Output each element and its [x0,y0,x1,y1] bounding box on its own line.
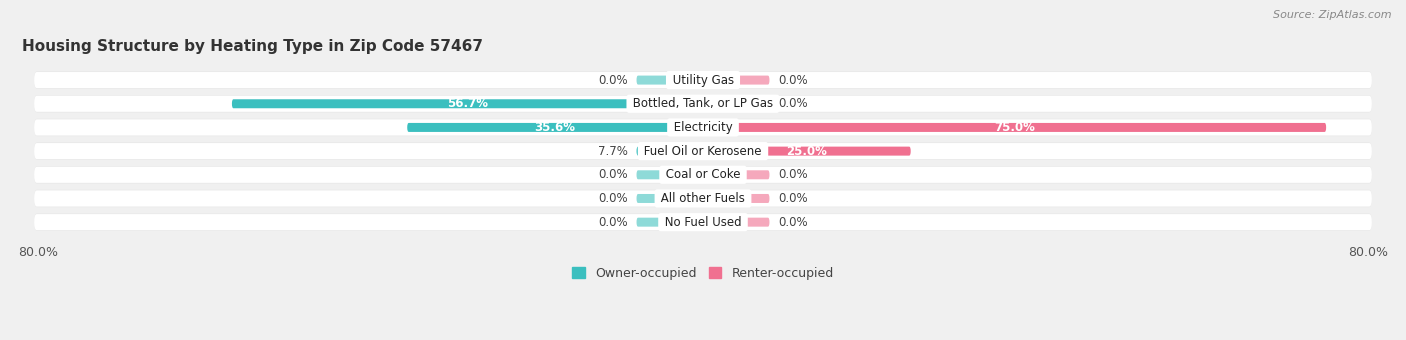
FancyBboxPatch shape [34,142,1372,160]
FancyBboxPatch shape [703,99,709,108]
FancyBboxPatch shape [34,143,1372,159]
Text: 7.7%: 7.7% [599,144,628,158]
Text: Utility Gas: Utility Gas [669,73,737,87]
Text: No Fuel Used: No Fuel Used [661,216,745,229]
FancyBboxPatch shape [34,190,1372,207]
FancyBboxPatch shape [34,119,1372,135]
FancyBboxPatch shape [697,99,703,108]
FancyBboxPatch shape [34,167,1372,183]
Text: Fuel Oil or Kerosene: Fuel Oil or Kerosene [640,144,766,158]
FancyBboxPatch shape [703,99,769,108]
FancyBboxPatch shape [34,71,1372,89]
Text: 25.0%: 25.0% [786,144,827,158]
FancyBboxPatch shape [703,218,709,227]
FancyBboxPatch shape [697,123,703,132]
FancyBboxPatch shape [34,119,1372,136]
Text: Bottled, Tank, or LP Gas: Bottled, Tank, or LP Gas [628,97,778,110]
FancyBboxPatch shape [703,170,769,179]
FancyBboxPatch shape [697,170,703,179]
FancyBboxPatch shape [232,99,703,108]
FancyBboxPatch shape [34,214,1372,230]
FancyBboxPatch shape [697,218,703,227]
Text: 0.0%: 0.0% [599,216,628,229]
Text: 35.6%: 35.6% [534,121,575,134]
FancyBboxPatch shape [637,75,703,85]
FancyBboxPatch shape [703,123,1326,132]
FancyBboxPatch shape [697,75,703,85]
FancyBboxPatch shape [703,123,709,132]
Text: 0.0%: 0.0% [599,73,628,87]
FancyBboxPatch shape [703,75,769,85]
Text: Housing Structure by Heating Type in Zip Code 57467: Housing Structure by Heating Type in Zip… [21,39,482,54]
Text: 0.0%: 0.0% [778,216,807,229]
FancyBboxPatch shape [34,72,1372,88]
Text: Source: ZipAtlas.com: Source: ZipAtlas.com [1274,10,1392,20]
FancyBboxPatch shape [697,194,703,203]
FancyBboxPatch shape [408,123,703,132]
Text: 0.0%: 0.0% [599,168,628,181]
Text: 0.0%: 0.0% [778,73,807,87]
Text: Coal or Coke: Coal or Coke [662,168,744,181]
Legend: Owner-occupied, Renter-occupied: Owner-occupied, Renter-occupied [572,267,834,280]
Text: 56.7%: 56.7% [447,97,488,110]
FancyBboxPatch shape [703,147,911,156]
Text: 0.0%: 0.0% [778,97,807,110]
Text: 0.0%: 0.0% [599,192,628,205]
FancyBboxPatch shape [637,194,703,203]
FancyBboxPatch shape [637,218,703,227]
FancyBboxPatch shape [637,170,703,179]
FancyBboxPatch shape [703,218,769,227]
FancyBboxPatch shape [697,147,703,156]
FancyBboxPatch shape [703,75,709,85]
FancyBboxPatch shape [703,194,769,203]
FancyBboxPatch shape [34,96,1372,112]
FancyBboxPatch shape [703,194,709,203]
FancyBboxPatch shape [34,190,1372,206]
FancyBboxPatch shape [34,214,1372,231]
Text: Electricity: Electricity [669,121,737,134]
Text: All other Fuels: All other Fuels [657,192,749,205]
FancyBboxPatch shape [637,147,703,156]
FancyBboxPatch shape [34,166,1372,184]
Text: 0.0%: 0.0% [778,192,807,205]
FancyBboxPatch shape [703,170,709,179]
Text: 0.0%: 0.0% [778,168,807,181]
Text: 75.0%: 75.0% [994,121,1035,134]
FancyBboxPatch shape [34,95,1372,113]
FancyBboxPatch shape [703,147,709,156]
